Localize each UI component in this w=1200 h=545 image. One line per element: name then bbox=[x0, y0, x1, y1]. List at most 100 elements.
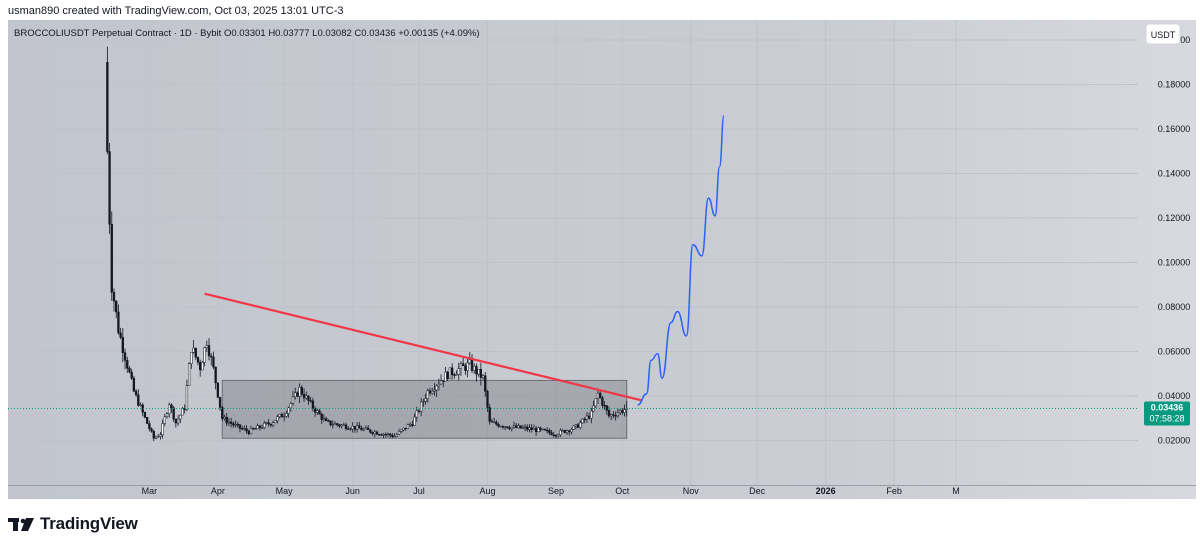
candle-body bbox=[201, 362, 204, 371]
candle-body bbox=[490, 421, 494, 423]
candle-body bbox=[150, 428, 153, 432]
candle-body bbox=[300, 387, 303, 395]
candle-body bbox=[537, 427, 540, 433]
candle-body bbox=[121, 337, 124, 353]
candle-body bbox=[112, 292, 116, 302]
price-tick-label: 0.02000 bbox=[1158, 436, 1191, 446]
candle-body bbox=[492, 421, 496, 424]
candle-body bbox=[450, 367, 454, 376]
candle-body bbox=[190, 351, 193, 364]
candle-body bbox=[594, 398, 597, 407]
candle-body bbox=[212, 356, 215, 368]
candle-body bbox=[426, 390, 429, 399]
candle-body bbox=[159, 434, 162, 437]
candle-body bbox=[316, 410, 319, 413]
candle-body bbox=[603, 405, 606, 407]
candle-body bbox=[568, 430, 571, 433]
candle-body bbox=[254, 428, 257, 430]
candle-body bbox=[557, 434, 560, 437]
time-tick-label: Jun bbox=[345, 486, 360, 496]
candle-body bbox=[395, 434, 399, 437]
candle-body bbox=[276, 416, 279, 421]
candle-body bbox=[145, 417, 149, 424]
candle-body bbox=[157, 436, 160, 438]
candle-body bbox=[526, 426, 529, 430]
candle-body bbox=[329, 420, 332, 426]
candle-body bbox=[126, 360, 129, 369]
candle-body bbox=[576, 424, 580, 428]
last-price-value: 0.03436 bbox=[1151, 403, 1184, 413]
range-rectangle bbox=[221, 379, 628, 439]
candle-body bbox=[439, 380, 443, 385]
candle-body bbox=[203, 347, 206, 363]
price-tick-label: 0.14000 bbox=[1158, 169, 1191, 179]
candle-body bbox=[548, 430, 551, 433]
candle-body bbox=[278, 414, 281, 418]
candle-body bbox=[581, 418, 584, 424]
candle-body bbox=[523, 426, 527, 429]
candle-body bbox=[497, 423, 500, 427]
candle-body bbox=[238, 424, 242, 429]
candle-body bbox=[134, 390, 138, 395]
chart-pane[interactable]: 0.200000.180000.160000.140000.120000.100… bbox=[8, 20, 1196, 499]
candle-body bbox=[610, 414, 613, 417]
candle-body bbox=[210, 355, 213, 358]
last-price-box bbox=[1144, 401, 1190, 426]
tradingview-wordmark: TradingView bbox=[40, 514, 138, 533]
candle-body bbox=[446, 371, 449, 379]
candle-body bbox=[221, 407, 224, 419]
candle-body bbox=[294, 392, 297, 398]
candle-body bbox=[504, 426, 507, 428]
price-tick-label: 0.08000 bbox=[1158, 302, 1191, 312]
price-chart[interactable]: 0.200000.180000.160000.140000.120000.100… bbox=[8, 20, 1196, 499]
currency-button[interactable]: USDT bbox=[1145, 23, 1181, 45]
symbol-legend: BROCCOLIUSDT Perpetual Contract · 1D · B… bbox=[14, 28, 480, 39]
candle-body bbox=[521, 427, 524, 429]
candle-body bbox=[214, 366, 217, 384]
price-tick-label: 0.18000 bbox=[1158, 80, 1191, 90]
price-tick-label: 0.10000 bbox=[1158, 258, 1191, 268]
candle-body bbox=[596, 392, 600, 399]
candle-body bbox=[174, 418, 178, 424]
price-tick-label: 0.06000 bbox=[1158, 347, 1191, 357]
candle-body bbox=[318, 410, 321, 415]
candle-body bbox=[371, 432, 374, 434]
candle-body bbox=[599, 392, 602, 398]
candle-body bbox=[298, 387, 301, 397]
candle-body bbox=[479, 369, 483, 379]
candle-body bbox=[481, 375, 485, 379]
candle-body bbox=[583, 418, 586, 421]
candle-body bbox=[110, 223, 113, 293]
candle-body bbox=[181, 408, 184, 416]
candle-body bbox=[322, 418, 326, 420]
candle-body bbox=[424, 398, 427, 402]
candle-body bbox=[437, 383, 441, 387]
candle-body bbox=[400, 429, 403, 432]
currency-button-box[interactable] bbox=[1145, 23, 1181, 45]
candle-body bbox=[252, 428, 255, 430]
time-tick-label: Oct bbox=[615, 486, 630, 496]
candle-body bbox=[614, 415, 617, 417]
candle-body bbox=[420, 401, 423, 412]
candle-body bbox=[172, 407, 175, 420]
candle-body bbox=[163, 416, 166, 424]
candle-body bbox=[470, 359, 474, 371]
candle-body bbox=[161, 423, 164, 436]
tradingview-logo-icon bbox=[8, 518, 34, 531]
candle-body bbox=[607, 410, 611, 417]
candle-body bbox=[249, 428, 253, 435]
currency-label[interactable]: USDT bbox=[1151, 30, 1176, 40]
time-tick-label: Apr bbox=[211, 486, 225, 496]
candle-body bbox=[554, 434, 558, 437]
candle-body bbox=[269, 423, 273, 426]
candle-body bbox=[216, 382, 220, 398]
last-price-tag: 0.03436 07:58:28 bbox=[1144, 401, 1190, 426]
candle-body bbox=[616, 412, 620, 417]
candle-body bbox=[587, 415, 591, 419]
candle-body bbox=[468, 359, 471, 364]
candle-body bbox=[442, 380, 445, 382]
candle-body bbox=[389, 433, 392, 436]
tradingview-brand[interactable]: TradingView bbox=[8, 512, 138, 536]
candle-body bbox=[459, 363, 463, 369]
candle-body bbox=[435, 385, 438, 391]
